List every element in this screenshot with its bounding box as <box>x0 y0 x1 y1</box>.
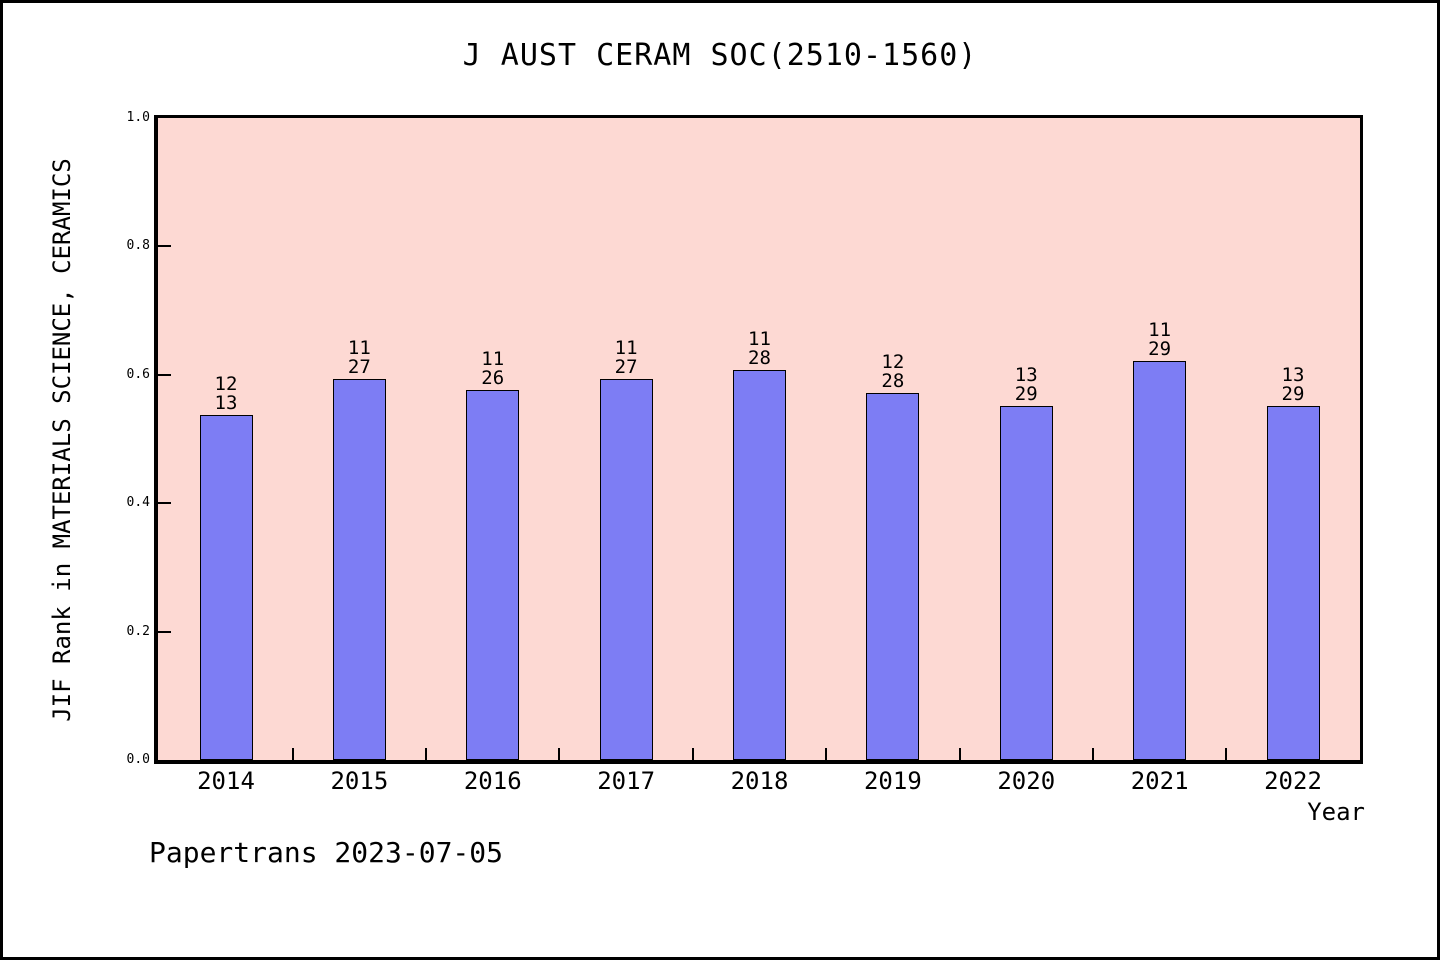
x-axis-minor-tick <box>691 748 694 760</box>
x-tick-label: 2018 <box>730 767 789 795</box>
x-tick-label: 2021 <box>1130 767 1189 795</box>
x-axis-minor-tick <box>958 748 961 760</box>
y-axis-tick <box>158 502 171 505</box>
plot-canvas: 12 13 11 27 11 26 11 27 11 28 12 28 13 29 11 29… <box>158 118 1360 760</box>
y-tick-label: 0.4 <box>126 495 150 511</box>
y-tick-label: 0.0 <box>126 752 150 767</box>
x-tick-label: 2019 <box>863 767 922 795</box>
x-axis-minor-tick <box>425 748 428 760</box>
bar-label: 13 29 <box>1014 363 1038 405</box>
bar-label: 11 27 <box>347 337 371 379</box>
y-tick-label: 0.2 <box>126 623 150 639</box>
bar-label: 13 29 <box>1281 363 1305 405</box>
bar-label: 11 27 <box>614 337 638 379</box>
bar-label: 11 29 <box>1148 319 1172 361</box>
x-tick-label: 2020 <box>997 767 1056 795</box>
bar-label: 11 26 <box>481 347 505 389</box>
bar <box>199 414 253 760</box>
x-axis-minor-tick <box>291 748 294 760</box>
bar <box>599 379 653 760</box>
x-tick-label: 2022 <box>1264 767 1322 795</box>
bar-label: 12 28 <box>881 351 905 393</box>
x-axis-minor-tick <box>1225 748 1228 760</box>
bar <box>999 405 1053 760</box>
x-tick-label: 2017 <box>597 767 656 795</box>
y-axis-tick <box>158 373 171 376</box>
bar <box>466 389 520 760</box>
x-tick-label: 2014 <box>197 767 255 795</box>
bar <box>1133 361 1187 760</box>
x-axis-title: Year <box>1307 798 1365 826</box>
footer-watermark: Papertrans 2023-07-05 <box>149 836 504 869</box>
bar-label: 11 28 <box>748 328 771 370</box>
x-axis-minor-tick <box>1091 748 1094 760</box>
plot-area: 12 13 11 27 11 26 11 27 11 28 12 28 13 29 11 29… <box>154 115 1363 764</box>
y-axis-tick <box>158 630 171 633</box>
y-axis-title-text: JIF Rank in MATERIALS SCIENCE, CERAMICS <box>48 158 76 722</box>
bar <box>733 370 786 760</box>
bar <box>866 393 920 760</box>
x-tick-label: 2015 <box>330 767 389 795</box>
y-axis-tick <box>158 245 171 248</box>
x-tick-label: 2016 <box>463 767 522 795</box>
y-tick-label: 0.8 <box>126 238 150 254</box>
x-axis-minor-tick <box>558 748 561 760</box>
x-axis-minor-tick <box>825 748 828 760</box>
bar <box>1266 405 1320 760</box>
chart-title: J AUST CERAM SOC(2510-1560) <box>462 38 978 73</box>
y-tick-label: 1.0 <box>126 110 150 125</box>
y-tick-label: 0.6 <box>126 366 150 382</box>
bar-label: 12 13 <box>214 372 238 414</box>
bar <box>332 379 386 760</box>
